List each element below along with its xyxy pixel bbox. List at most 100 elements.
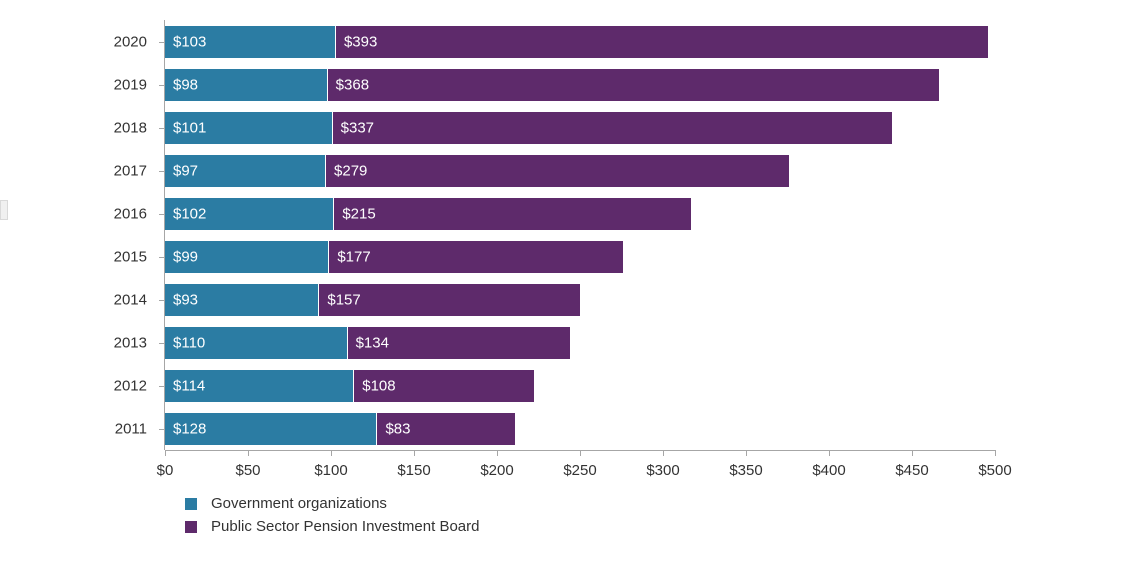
- bar-row: $93 $157: [165, 284, 995, 316]
- bar-value-label: $279: [334, 162, 367, 179]
- y-axis-label: 2013: [114, 334, 147, 351]
- chart-container: $103 $393 $98 $368 $101 $337 $97 $279 $102 $215 $9…: [0, 0, 1140, 570]
- bar-value-label: $368: [336, 76, 369, 93]
- x-axis-label: $50: [235, 462, 260, 479]
- bar-segment: $98: [165, 69, 328, 101]
- bar-value-label: $128: [173, 420, 206, 437]
- y-axis-label: 2019: [114, 76, 147, 93]
- bar-value-label: $114: [173, 377, 205, 394]
- bar-segment: $157: [319, 284, 580, 316]
- x-axis-label: $200: [480, 462, 513, 479]
- y-axis-label: 2017: [114, 162, 147, 179]
- y-axis-label: 2016: [114, 205, 147, 222]
- y-axis-tick: [159, 128, 165, 129]
- bar-row: $128 $83: [165, 413, 995, 445]
- y-axis-tick: [159, 429, 165, 430]
- legend-swatch: [185, 498, 197, 510]
- bar-row: $114 $108: [165, 370, 995, 402]
- x-axis-tick: [248, 450, 249, 456]
- x-axis-tick: [995, 450, 996, 456]
- bar-value-label: $177: [337, 248, 370, 265]
- y-axis-tick: [159, 257, 165, 258]
- y-axis-tick: [159, 42, 165, 43]
- bar-segment: $97: [165, 155, 326, 187]
- x-axis-label: $450: [895, 462, 928, 479]
- bar-value-label: $134: [356, 334, 389, 351]
- y-axis-label: 2018: [114, 119, 147, 136]
- bar-segment: $128: [165, 413, 377, 445]
- bar-value-label: $97: [173, 162, 198, 179]
- legend-label: Government organizations: [211, 495, 387, 512]
- bar-value-label: $98: [173, 76, 198, 93]
- bar-segment: $108: [354, 370, 533, 402]
- legend-item: Government organizations: [185, 495, 479, 512]
- bar-value-label: $103: [173, 33, 206, 50]
- bar-segment: $101: [165, 112, 333, 144]
- bar-value-label: $215: [342, 205, 375, 222]
- x-axis-tick: [580, 450, 581, 456]
- x-axis-tick: [912, 450, 913, 456]
- legend: Government organizations Public Sector Pe…: [185, 495, 479, 541]
- x-axis-label: $250: [563, 462, 596, 479]
- x-axis-label: $300: [646, 462, 679, 479]
- x-axis-label: $350: [729, 462, 762, 479]
- x-axis-tick: [331, 450, 332, 456]
- y-axis-label: 2011: [115, 420, 147, 437]
- bar-value-label: $102: [173, 205, 206, 222]
- y-axis-tick: [159, 171, 165, 172]
- legend-item: Public Sector Pension Investment Board: [185, 518, 479, 535]
- bar-row: $98 $368: [165, 69, 995, 101]
- bar-value-label: $108: [362, 377, 395, 394]
- bar-segment: $93: [165, 284, 319, 316]
- bar-segment: $102: [165, 198, 334, 230]
- y-axis-label: 2012: [114, 377, 147, 394]
- bar-row: $110 $134: [165, 327, 995, 359]
- side-stub: [0, 200, 8, 220]
- bar-row: $103 $393: [165, 26, 995, 58]
- bar-segment: $337: [333, 112, 892, 144]
- bar-value-label: $337: [341, 119, 374, 136]
- bar-segment: $83: [377, 413, 515, 445]
- x-axis-tick: [414, 450, 415, 456]
- bar-segment: $103: [165, 26, 336, 58]
- y-axis-label: 2020: [114, 33, 147, 50]
- x-axis-tick: [165, 450, 166, 456]
- bar-row: $101 $337: [165, 112, 995, 144]
- bar-row: $102 $215: [165, 198, 995, 230]
- legend-swatch: [185, 521, 197, 533]
- bar-value-label: $393: [344, 33, 377, 50]
- bar-value-label: $101: [173, 119, 206, 136]
- plot-area: $103 $393 $98 $368 $101 $337 $97 $279 $102 $215 $9…: [165, 20, 995, 450]
- bar-segment: $110: [165, 327, 348, 359]
- x-axis-tick: [663, 450, 664, 456]
- bar-value-label: $157: [327, 291, 360, 308]
- x-axis-label: $100: [314, 462, 347, 479]
- bar-segment: $215: [334, 198, 691, 230]
- y-axis-label: 2015: [114, 248, 147, 265]
- bar-segment: $134: [348, 327, 570, 359]
- bar-segment: $368: [328, 69, 939, 101]
- bar-value-label: $110: [173, 334, 205, 351]
- x-axis-label: $400: [812, 462, 845, 479]
- bar-value-label: $93: [173, 291, 198, 308]
- y-axis-tick: [159, 85, 165, 86]
- y-axis-tick: [159, 214, 165, 215]
- bar-value-label: $99: [173, 248, 198, 265]
- bar-segment: $177: [329, 241, 623, 273]
- bar-value-label: $83: [385, 420, 410, 437]
- legend-label: Public Sector Pension Investment Board: [211, 518, 479, 535]
- y-axis-label: 2014: [114, 291, 147, 308]
- x-axis-label: $0: [157, 462, 174, 479]
- x-axis-label: $500: [978, 462, 1011, 479]
- x-axis-tick: [746, 450, 747, 456]
- y-axis-tick: [159, 386, 165, 387]
- bar-segment: $279: [326, 155, 789, 187]
- y-axis-tick: [159, 343, 165, 344]
- x-axis-label: $150: [397, 462, 430, 479]
- x-axis-tick: [829, 450, 830, 456]
- x-axis-tick: [497, 450, 498, 456]
- y-axis-tick: [159, 300, 165, 301]
- bar-segment: $114: [165, 370, 354, 402]
- bar-segment: $99: [165, 241, 329, 273]
- bar-row: $99 $177: [165, 241, 995, 273]
